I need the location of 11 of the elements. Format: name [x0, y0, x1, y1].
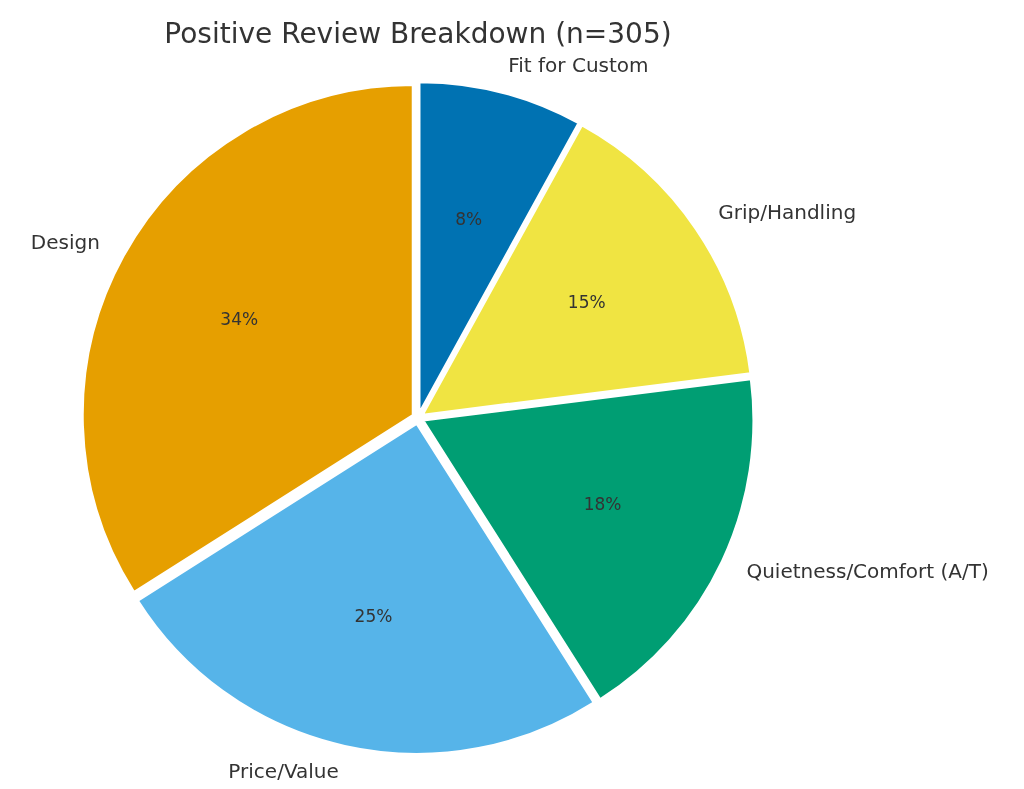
- data-label: 18%: [583, 493, 622, 514]
- data-label: 25%: [354, 606, 393, 627]
- slice-label: Design: [30, 229, 100, 254]
- slice-label: Quietness/Comfort (A/T): [746, 559, 989, 584]
- data-label: 34%: [220, 308, 259, 329]
- slice-label: Grip/Handling: [718, 200, 857, 225]
- data-label: 15%: [567, 292, 606, 313]
- data-label: 8%: [455, 209, 483, 230]
- slice-label: Fit for Custom: [508, 52, 649, 77]
- slice-label: Price/Value: [228, 758, 339, 783]
- chart-title: Positive Review Breakdown (n=305): [164, 17, 672, 50]
